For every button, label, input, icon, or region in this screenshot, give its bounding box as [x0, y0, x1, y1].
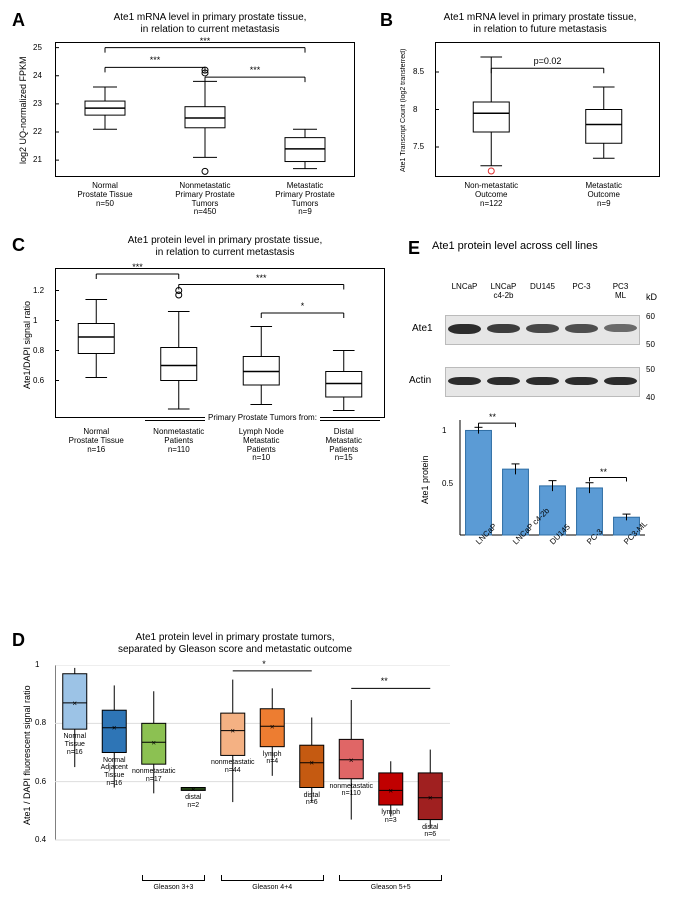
- panel-e-kd: kD: [646, 292, 657, 302]
- svg-text:×: ×: [388, 786, 393, 795]
- svg-text:×: ×: [349, 756, 354, 765]
- panel-c-svg: [55, 268, 385, 418]
- svg-text:×: ×: [309, 759, 314, 768]
- panel-b-label: B: [380, 10, 393, 31]
- panel-c-label: C: [12, 235, 25, 256]
- svg-text:×: ×: [230, 727, 235, 736]
- panel-c-ylabel: Ate1/DAPI signal ratio: [22, 290, 32, 400]
- panel-c-title: Ate1 protein level in primary prostate t…: [75, 235, 375, 259]
- panel-e-title: Ate1 protein level across cell lines: [432, 240, 598, 252]
- panel-b-title: Ate1 mRNA level in primary prostate tiss…: [410, 12, 670, 36]
- panel-b-ylabel: Ate1 Transcript Count (log2 transferred): [400, 45, 407, 175]
- panel-d-label: D: [12, 630, 25, 651]
- svg-text:×: ×: [270, 722, 275, 731]
- svg-text:×: ×: [112, 724, 117, 733]
- panel-a-label: A: [12, 10, 25, 31]
- svg-text:×: ×: [428, 794, 433, 803]
- panel-a-svg: [55, 42, 355, 177]
- panel-d-title: Ate1 protein level in primary prostate t…: [75, 632, 395, 656]
- panel-a-ylabel: log2 UQ-normalized FPKM: [18, 55, 28, 165]
- svg-text:×: ×: [151, 738, 156, 747]
- panel-e-row-ate1: Ate1: [412, 323, 433, 334]
- panel-e-bar-ylabel: Ate1 protein: [420, 435, 430, 525]
- svg-text:×: ×: [72, 699, 77, 708]
- panel-a-title: Ate1 mRNA level in primary prostate tiss…: [70, 12, 350, 36]
- svg-text:×: ×: [191, 785, 196, 794]
- panel-e-label: E: [408, 238, 420, 259]
- panel-d-ylabel: Ate1 / DAPI fluorescent signal ratio: [22, 680, 32, 830]
- panel-e-row-actin: Actin: [409, 375, 431, 386]
